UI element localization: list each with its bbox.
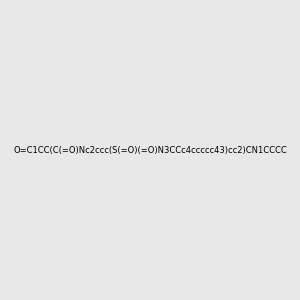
Text: O=C1CC(C(=O)Nc2ccc(S(=O)(=O)N3CCc4ccccc43)cc2)CN1CCCC: O=C1CC(C(=O)Nc2ccc(S(=O)(=O)N3CCc4ccccc4… [13, 146, 287, 154]
